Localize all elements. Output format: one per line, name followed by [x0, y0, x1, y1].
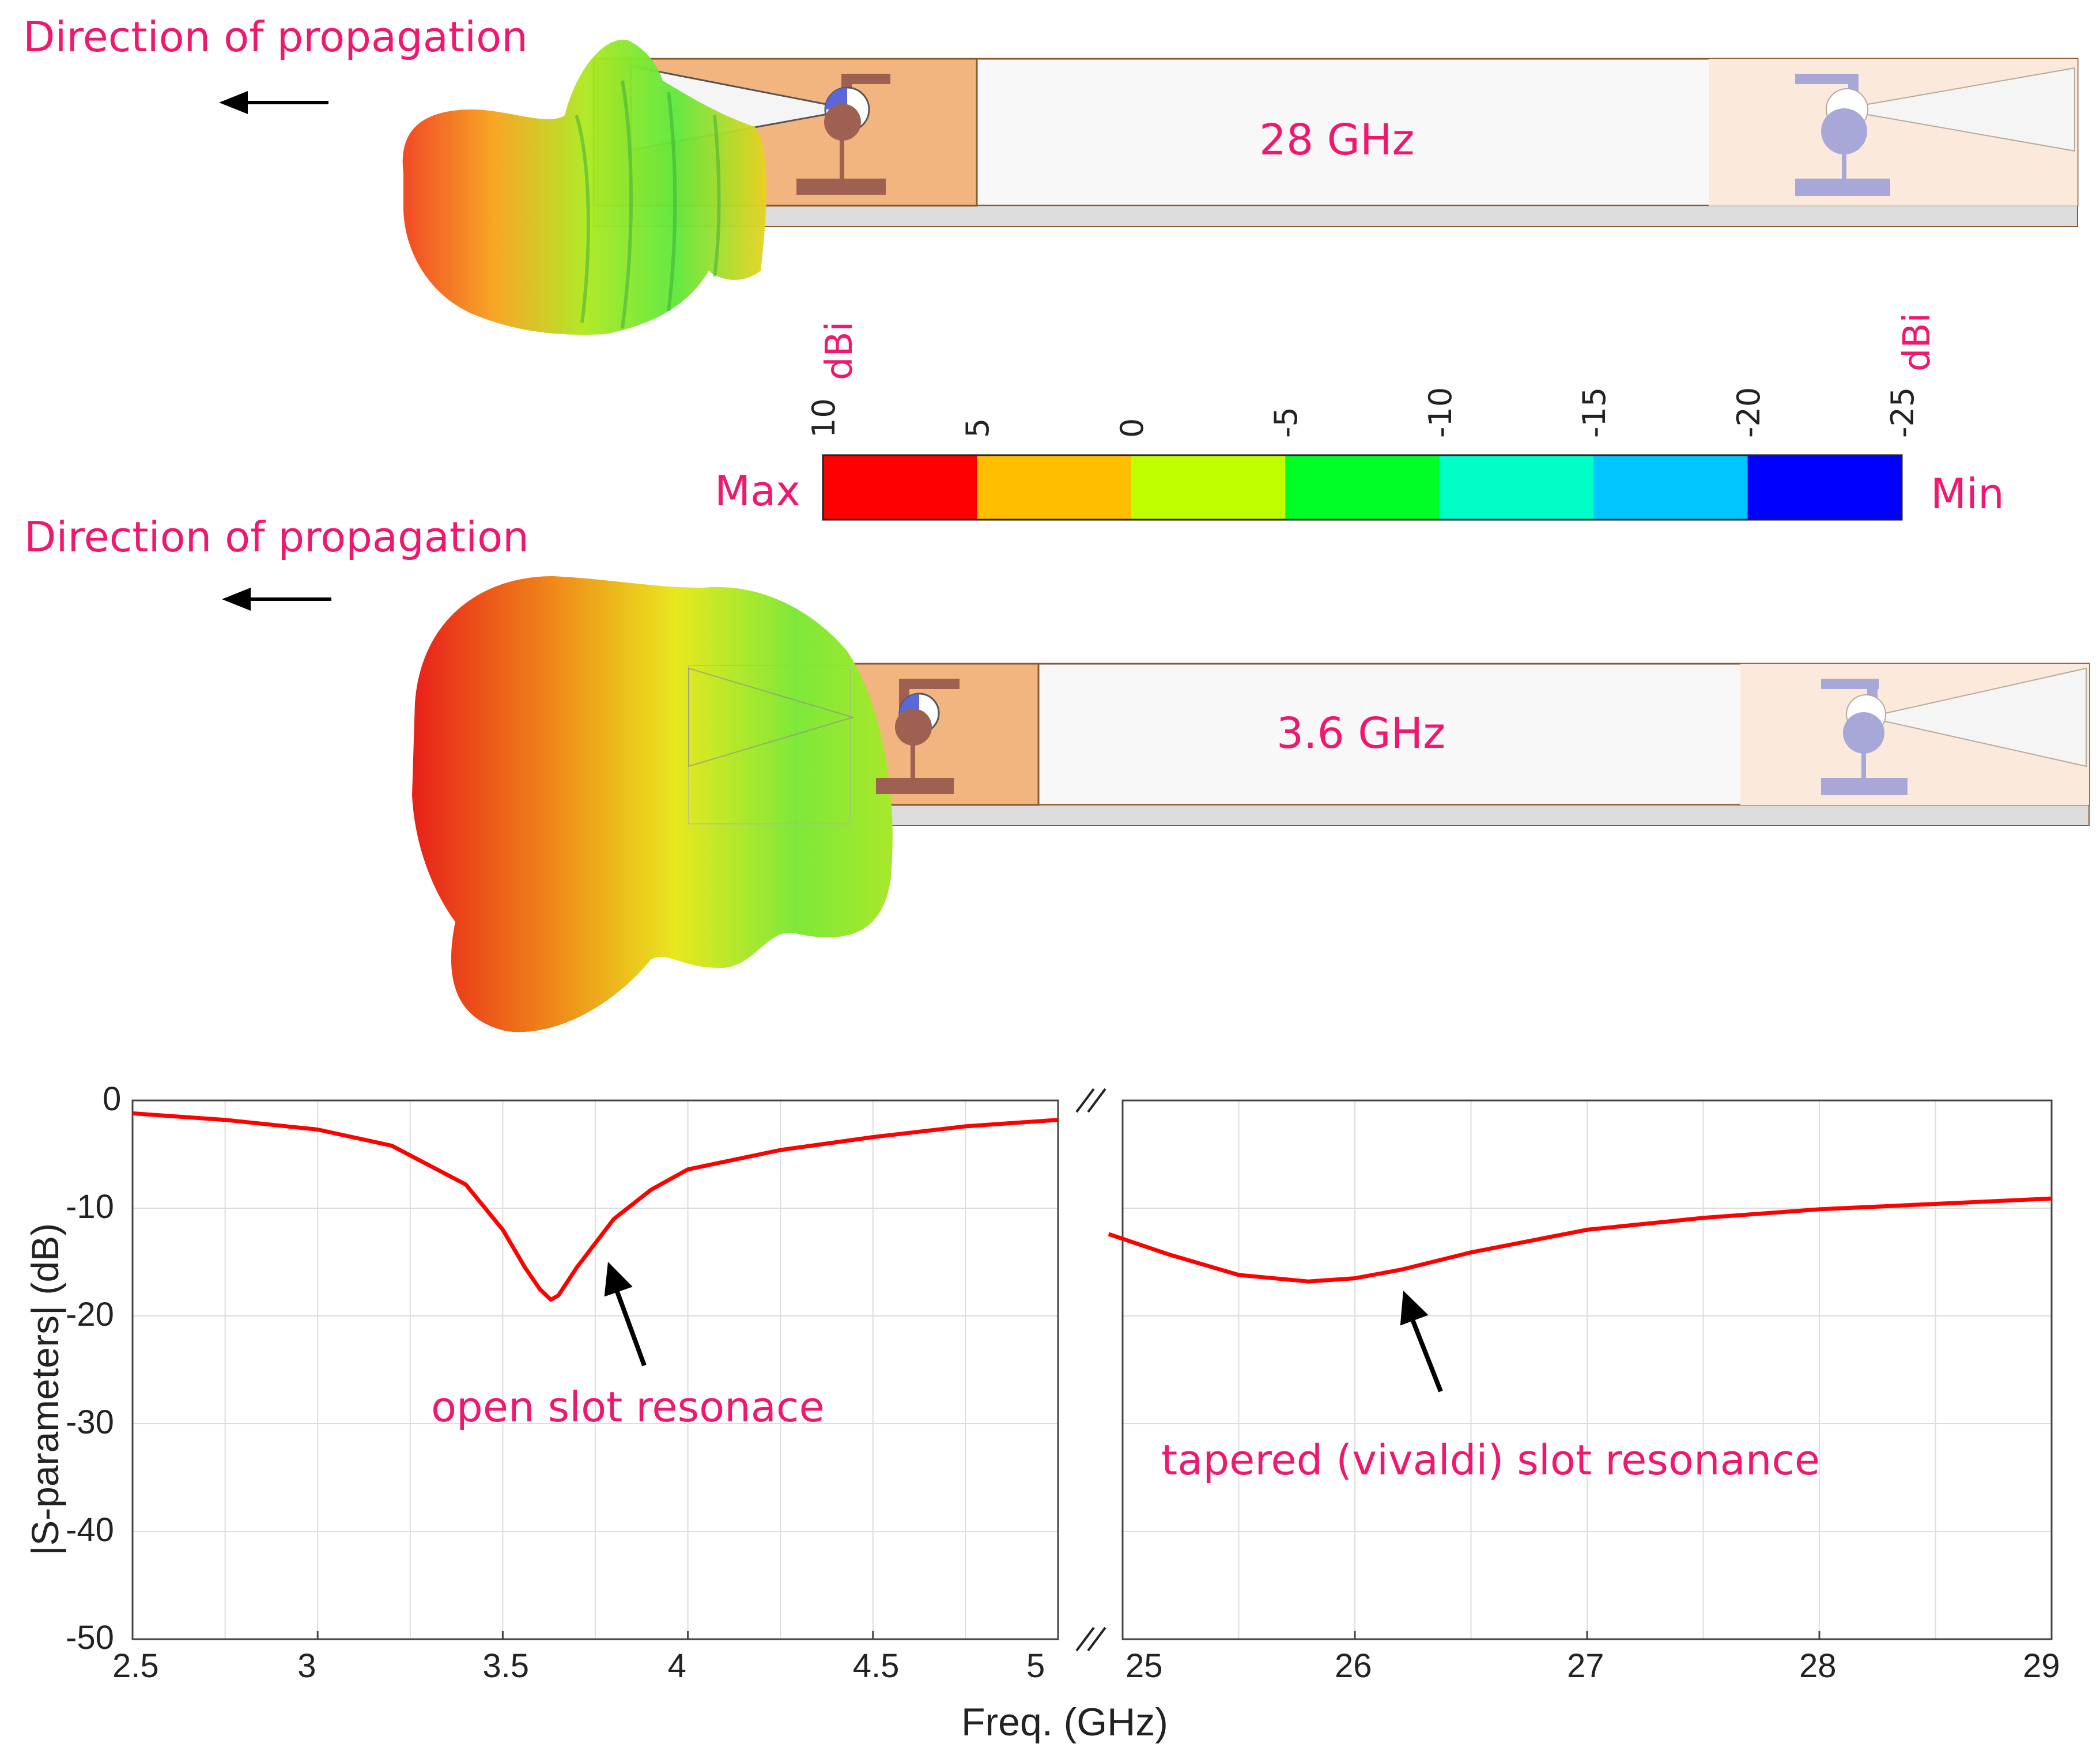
direction-label-top: Direction of propagation: [23, 13, 528, 61]
x-tick-label: 3: [297, 1647, 316, 1685]
y-tick-label: -40: [66, 1511, 114, 1549]
x-tick-label: 27: [1567, 1647, 1604, 1685]
x-tick-label: 28: [1799, 1647, 1837, 1685]
colorbar-min-label: Min: [1931, 470, 2004, 518]
y-tick-label: 0: [103, 1080, 122, 1118]
gain-colorbar: [822, 454, 1903, 521]
direction-label-middle: Direction of propagation: [24, 513, 529, 561]
x-tick-label: 2.5: [112, 1647, 159, 1685]
x-tick-label: 4.5: [852, 1647, 900, 1685]
series-line-s11: [1108, 1196, 2052, 1284]
chart-xlabel: Freq. (GHz): [961, 1700, 1168, 1744]
direction-arrow-28ghz: [219, 91, 328, 114]
annotation-arrow-head: [604, 1262, 633, 1297]
x-tick-label: 25: [1125, 1647, 1163, 1685]
axis-break-mark: [1087, 1626, 1106, 1652]
feed-right-28ghz: [1795, 74, 1890, 196]
x-tick-label: 26: [1335, 1647, 1372, 1685]
feed-right-3-6ghz: [1821, 679, 1908, 795]
frequency-label-3-6ghz: 3.6 GHz: [1276, 709, 1446, 758]
chart-ylabel: |S-parameters| (dB): [24, 1223, 66, 1556]
series-line-s11: [132, 1111, 1059, 1302]
antenna-28ghz-illustration: [219, 39, 2079, 335]
x-tick-label: 29: [2023, 1647, 2060, 1685]
colorbar-swatch: [823, 455, 978, 520]
annotation-arrow-head: [1400, 1291, 1429, 1326]
feed-left-3-6ghz: [876, 679, 960, 794]
radiation-pattern-28ghz: [402, 39, 766, 335]
annotation-arrow-shaft: [610, 1278, 647, 1367]
annotation-vivaldi-slot: tapered (vivaldi) slot resonance: [1161, 1436, 1820, 1484]
colorbar-swatch: [1285, 455, 1440, 520]
axis-break-mark: [1075, 1088, 1095, 1113]
colorbar-swatch: [1593, 455, 1748, 520]
colorbar-outline: [822, 454, 1903, 521]
colorbar-swatch: [1131, 455, 1286, 520]
y-tick-label: -10: [66, 1188, 114, 1225]
direction-arrow-3-6ghz: [222, 588, 331, 611]
annotation-open-slot: open slot resonace: [431, 1383, 825, 1431]
feed-left-28ghz: [796, 74, 890, 195]
y-tick-label: -20: [66, 1296, 114, 1333]
frequency-label-28ghz: 28 GHz: [1259, 115, 1415, 165]
antenna-3-6ghz-illustration: [222, 576, 2090, 1032]
colorbar-swatch: [1747, 455, 1902, 520]
x-tick-label: 3.5: [482, 1647, 530, 1685]
radiation-pattern-3-6ghz: [412, 576, 893, 1032]
axis-break-mark: [1087, 1088, 1106, 1113]
colorbar-swatch: [1439, 455, 1595, 520]
x-tick-label: 5: [1026, 1647, 1045, 1685]
colorbar-swatch: [977, 455, 1132, 520]
x-tick-label: 4: [667, 1647, 686, 1685]
annotation-arrow-shaft: [1406, 1307, 1443, 1393]
plot-frame: [131, 1099, 1059, 1640]
colorbar-max-label: Max: [715, 467, 800, 515]
y-tick-label: -30: [66, 1404, 114, 1441]
y-tick-label: -50: [66, 1619, 114, 1656]
axis-break-mark: [1075, 1626, 1095, 1652]
